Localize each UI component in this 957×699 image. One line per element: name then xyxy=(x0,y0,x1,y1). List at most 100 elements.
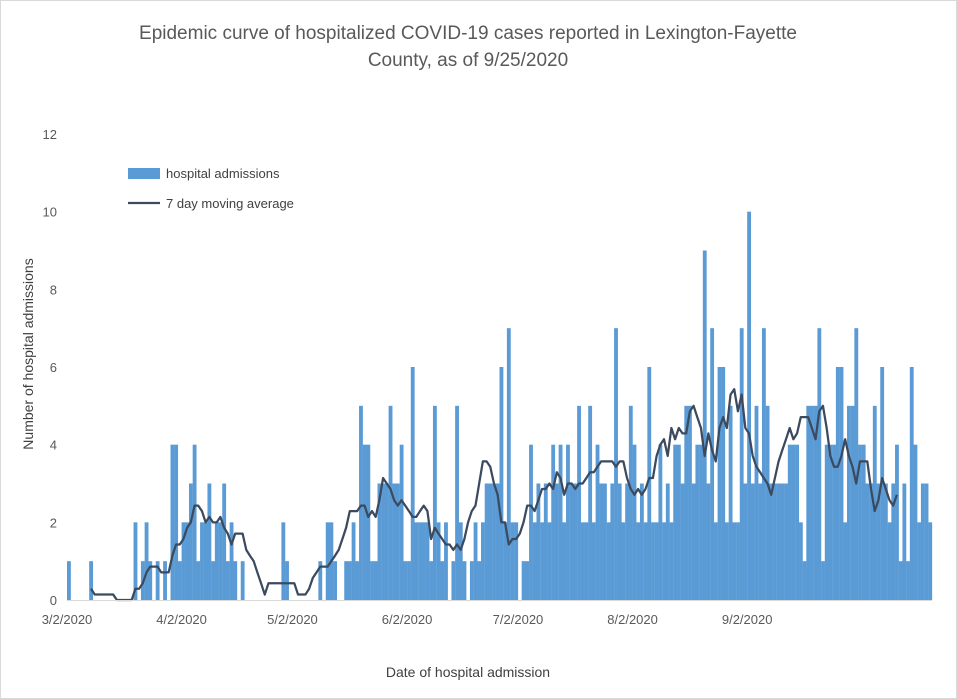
bar xyxy=(285,561,289,600)
bar xyxy=(89,561,94,600)
bar xyxy=(599,483,604,600)
bar xyxy=(495,483,500,600)
bar xyxy=(802,561,807,600)
bar xyxy=(861,444,866,600)
chart-title-line-2: County, as of 9/25/2020 xyxy=(368,50,568,71)
bar xyxy=(144,522,149,600)
bar xyxy=(906,561,910,600)
bar xyxy=(477,561,482,600)
bar xyxy=(843,522,848,600)
bar xyxy=(647,367,652,600)
bar xyxy=(739,328,744,600)
bar xyxy=(928,522,933,600)
bar xyxy=(558,444,563,600)
chart-title-line-1: Epidemic curve of hospitalized COVID-19 … xyxy=(139,23,797,44)
y-tick-label: 0 xyxy=(50,593,57,608)
bar xyxy=(625,483,630,600)
bar xyxy=(67,561,71,600)
y-tick-label: 8 xyxy=(50,282,57,297)
bar xyxy=(658,444,663,600)
bar xyxy=(170,444,175,600)
y-tick-label: 10 xyxy=(43,205,57,220)
bar xyxy=(754,405,759,600)
bar xyxy=(547,522,552,600)
bar xyxy=(425,522,430,600)
bar xyxy=(869,483,874,600)
bar xyxy=(846,405,851,600)
bar xyxy=(603,483,607,600)
bar xyxy=(222,483,227,600)
bar xyxy=(499,367,504,600)
x-tick-label: 7/2/2020 xyxy=(493,612,544,627)
bar xyxy=(832,444,837,600)
bar xyxy=(211,561,216,600)
bar xyxy=(588,405,593,600)
bar xyxy=(573,483,578,600)
bar xyxy=(384,483,389,600)
bar xyxy=(795,444,800,600)
y-tick-label: 12 xyxy=(43,127,57,142)
bar xyxy=(429,561,434,600)
bar xyxy=(540,522,545,600)
bar xyxy=(525,561,530,600)
bar xyxy=(562,522,567,600)
bar xyxy=(155,561,160,600)
bar xyxy=(414,522,419,600)
bar xyxy=(665,483,670,600)
bar xyxy=(821,561,825,600)
bar xyxy=(614,328,618,600)
bar xyxy=(636,522,641,600)
bar xyxy=(806,405,811,600)
bar xyxy=(177,561,182,600)
bar xyxy=(810,405,814,600)
bar xyxy=(773,483,777,600)
bar xyxy=(865,483,870,600)
bar xyxy=(595,444,600,600)
x-tick-label: 4/2/2020 xyxy=(156,612,207,627)
bar xyxy=(203,522,208,600)
bar xyxy=(610,483,615,600)
bar xyxy=(399,444,404,600)
bar xyxy=(780,483,785,600)
bar xyxy=(913,444,918,600)
bar xyxy=(691,483,696,600)
bar xyxy=(761,328,766,600)
y-tick-label: 2 xyxy=(50,515,57,530)
bar xyxy=(333,561,338,600)
bar xyxy=(188,483,193,600)
legend-label-hospital-admissions: hospital admissions xyxy=(166,166,280,181)
bar xyxy=(628,405,633,600)
bar xyxy=(817,328,822,600)
legend-label-7-day-moving-average: 7 day moving average xyxy=(166,196,294,211)
bar xyxy=(695,444,700,600)
bar xyxy=(721,367,726,600)
bar xyxy=(673,444,678,600)
bar xyxy=(218,522,223,600)
bar xyxy=(839,367,844,600)
bar xyxy=(536,483,541,600)
bar xyxy=(362,444,367,600)
bar xyxy=(458,522,463,600)
bar xyxy=(924,483,929,600)
y-axis-tick-labels: 0 2 4 6 8 10 12 xyxy=(43,127,57,608)
bar xyxy=(392,483,397,600)
bar xyxy=(651,522,655,600)
bar xyxy=(706,483,711,600)
bar xyxy=(229,522,234,600)
bar xyxy=(351,522,356,600)
y-tick-label: 4 xyxy=(50,438,57,453)
bar xyxy=(484,483,489,600)
bar xyxy=(909,367,914,600)
bar xyxy=(854,328,859,600)
x-axis-tick-labels: 3/2/2020 4/2/2020 5/2/2020 6/2/2020 7/2/2020… xyxy=(42,612,773,627)
bar xyxy=(684,405,689,600)
bar xyxy=(344,561,349,600)
bar xyxy=(872,405,877,600)
bar xyxy=(355,561,360,600)
x-axis-label: Date of hospital admission xyxy=(386,664,550,680)
bar xyxy=(473,522,478,600)
line-series-7-day-moving-average xyxy=(90,388,898,602)
bar xyxy=(632,444,637,600)
bar xyxy=(743,483,748,600)
bar xyxy=(225,561,230,600)
